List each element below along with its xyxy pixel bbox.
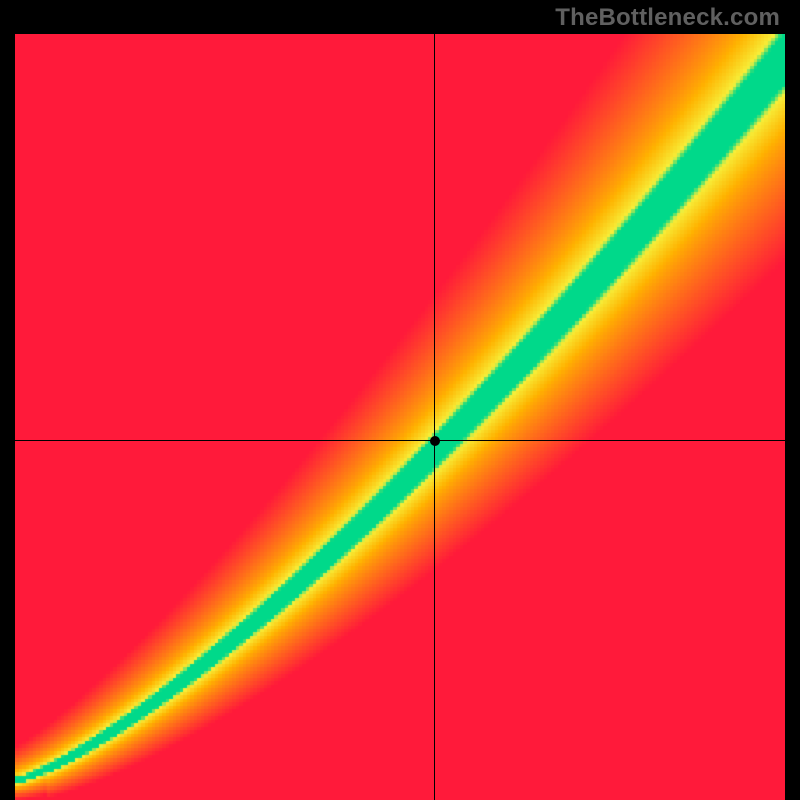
watermark-text: TheBottleneck.com bbox=[555, 4, 780, 32]
crosshair-horizontal bbox=[15, 440, 785, 441]
crosshair-vertical bbox=[434, 34, 435, 800]
marker-dot bbox=[430, 436, 440, 446]
chart-container: { "watermark": { "text": "TheBottleneck.… bbox=[0, 0, 800, 800]
bottleneck-heatmap bbox=[15, 34, 785, 800]
